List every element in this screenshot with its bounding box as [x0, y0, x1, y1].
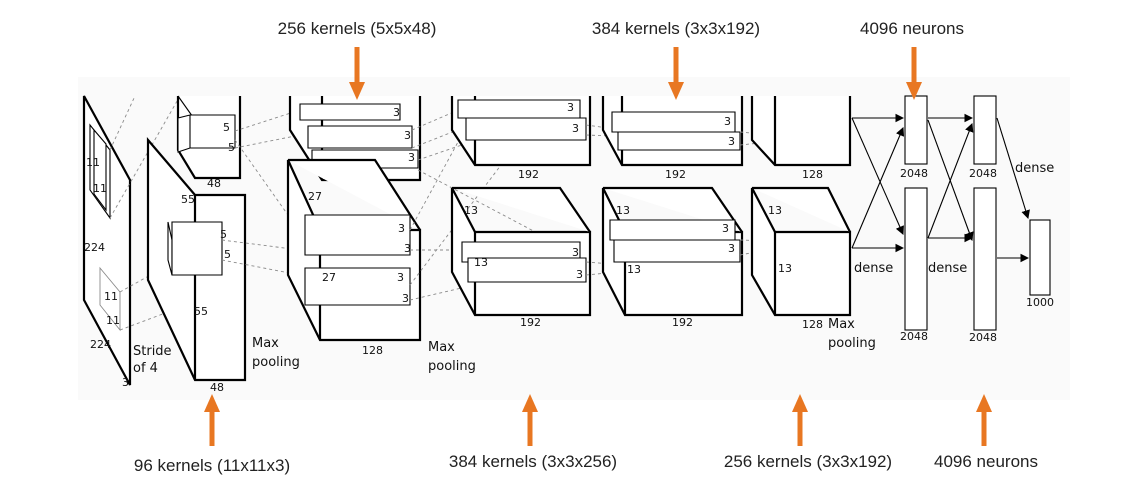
input-size-h: 224 — [84, 241, 105, 254]
conv2-pool-2: pooling — [428, 359, 476, 374]
arrow-bottom-conv5 — [792, 394, 808, 412]
conv5-size: 13 — [768, 204, 782, 217]
conv1-pool-1: Max — [252, 336, 279, 351]
conv5-depth-bottom: 128 — [802, 318, 823, 331]
conv5-size-2: 13 — [778, 262, 792, 275]
conv3-layer: 3 3 192 13 13 3 3 192 — [450, 96, 592, 329]
input-kernel2-w: 11 — [106, 314, 120, 327]
conv4-bot-k1: 3 — [722, 222, 729, 235]
conv4-size-2: 13 — [627, 263, 641, 276]
arrow-top-conv4 — [668, 82, 684, 100]
stride-label-1: Stride — [133, 344, 172, 359]
conv1-size-2: 55 — [194, 305, 208, 318]
fc1-top-size: 2048 — [900, 167, 928, 180]
conv4-depth-bottom: 192 — [672, 316, 693, 329]
fc1-bottom-size: 2048 — [900, 330, 928, 343]
annotation-bottom-fc2: 4096 neurons — [934, 452, 1038, 471]
conv5-pool-1: Max — [828, 317, 855, 332]
arrow-bottom-conv3 — [522, 394, 538, 412]
conv4-size: 13 — [616, 204, 630, 217]
annotation-labels: 256 kernels (5x5x48) 384 kernels (3x3x19… — [134, 19, 1038, 475]
input-size-w: 224 — [90, 338, 111, 351]
conv4-bot-k2: 3 — [728, 242, 735, 255]
output-bar — [1029, 219, 1051, 296]
conv2-bot-k4: 3 — [402, 292, 409, 305]
fc2-top-bar — [973, 95, 997, 165]
conv1-top-kernel-h: 5 — [223, 121, 230, 134]
conv2-bot-k2: 3 — [404, 242, 411, 255]
conv5-pool-2: pooling — [828, 336, 876, 351]
arrow-bottom-fc2 — [976, 394, 992, 412]
conv1-size: 55 — [181, 193, 195, 206]
annotation-bottom-conv3: 384 kernels (3x3x256) — [449, 452, 617, 471]
fc-layers: 2048 2048 2048 2048 1000 dense dense den… — [851, 95, 1054, 344]
annotation-bottom-conv5: 256 kernels (3x3x192) — [724, 452, 892, 471]
arrow-top-fc1 — [906, 82, 922, 100]
input-kernel-w: 11 — [93, 182, 107, 195]
fc2-bottom-bar — [973, 187, 997, 331]
annotation-arrows — [204, 47, 992, 446]
input-kernel-h: 11 — [86, 156, 100, 169]
conv3-top-k1: 3 — [567, 101, 574, 114]
conv3-bot-k2: 3 — [576, 268, 583, 281]
conv2-bot-k3: 3 — [397, 271, 404, 284]
conv4-top-k2: 3 — [728, 135, 735, 148]
conv3-size-2: 13 — [474, 256, 488, 269]
conv1-bot-kernel-h: 5 — [220, 228, 227, 241]
conv1-top-kernel-w: 5 — [228, 141, 235, 154]
conv3-size: 13 — [464, 204, 478, 217]
dense-label-1: dense — [854, 261, 893, 276]
conv3-depth-bottom: 192 — [520, 316, 541, 329]
input-depth: 3 — [122, 376, 129, 389]
conv1-bot-kernel-w: 5 — [224, 248, 231, 261]
annotation-bottom-conv1: 96 kernels (11x11x3) — [134, 456, 290, 475]
conv2-size-2: 27 — [322, 271, 336, 284]
conv2-top-k1: 3 — [393, 106, 400, 119]
conv4-depth-top: 192 — [665, 168, 686, 181]
conv1-depth-top: 48 — [207, 177, 221, 190]
input-layer: 11 11 224 11 11 224 3 Stride of 4 — [82, 95, 172, 389]
conv5-layer: 128 13 13 128 Max pooling — [750, 96, 876, 351]
conv2-top-k3: 3 — [408, 151, 415, 164]
conv2-top-k2: 3 — [404, 129, 411, 142]
dense-label-3: dense — [1015, 161, 1054, 176]
dense-label-2: dense — [928, 261, 967, 276]
conv1-depth-bottom: 48 — [210, 381, 224, 394]
conv4-top-k1: 3 — [724, 115, 731, 128]
conv2-bot-k1: 3 — [398, 222, 405, 235]
annotation-top-conv2: 256 kernels (5x5x48) — [278, 19, 437, 38]
conv4-layer: 3 3 192 13 3 3 13 192 — [601, 96, 744, 329]
conv2-layer: 3 3 3 128 27 3 3 27 3 3 128 Max pooling — [286, 96, 476, 374]
input-kernel2-h: 11 — [104, 290, 118, 303]
fc1-top-bar — [904, 95, 928, 165]
fc1-bottom-bar — [904, 187, 928, 331]
stride-label-2: of 4 — [133, 361, 158, 376]
conv1-layer: 5 5 48 55 5 5 55 48 Max pooling — [146, 95, 300, 394]
conv5-depth-top: 128 — [802, 168, 823, 181]
conv2-depth-bottom: 128 — [362, 344, 383, 357]
conv1-pool-2: pooling — [252, 355, 300, 370]
fc2-bottom-size: 2048 — [969, 331, 997, 344]
fc2-top-size: 2048 — [969, 167, 997, 180]
conv3-depth-top: 192 — [518, 168, 539, 181]
conv3-top-k2: 3 — [572, 122, 579, 135]
conv2-size: 27 — [308, 190, 322, 203]
arrow-bottom-conv1 — [204, 394, 220, 412]
conv2-pool-1: Max — [428, 340, 455, 355]
output-size: 1000 — [1026, 296, 1054, 309]
annotation-top-conv4: 384 kernels (3x3x192) — [592, 19, 760, 38]
arrow-top-conv2 — [349, 82, 365, 100]
annotation-top-fc1: 4096 neurons — [860, 19, 964, 38]
conv3-bot-k1: 3 — [572, 246, 579, 259]
